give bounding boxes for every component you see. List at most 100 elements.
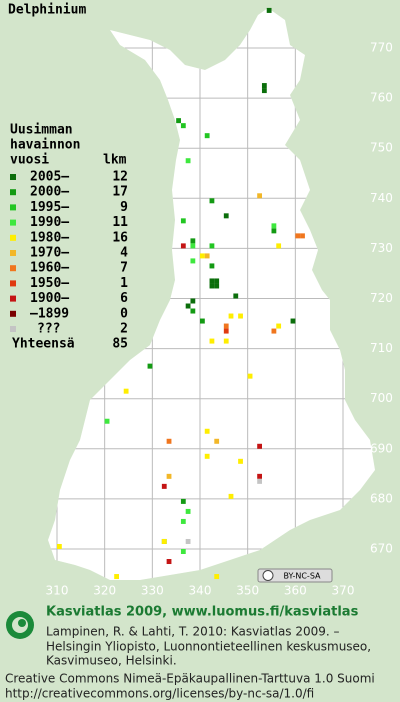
x-tick-label: 350 <box>236 584 259 598</box>
legend-count: 2 <box>120 322 128 337</box>
observation-square <box>180 243 186 249</box>
observation-square <box>166 473 172 479</box>
legend-swatch <box>10 234 16 241</box>
observation-square <box>166 438 172 444</box>
legend-label: 2000– <box>30 185 69 200</box>
legend-count: 17 <box>112 185 128 200</box>
observation-square <box>190 238 196 244</box>
y-tick-label: 720 <box>370 291 393 305</box>
x-tick-label: 330 <box>141 584 164 598</box>
observation-square <box>180 123 186 129</box>
legend-swatch <box>10 219 16 226</box>
observation-square <box>228 313 234 319</box>
observation-square <box>166 559 172 565</box>
observation-square <box>266 7 272 13</box>
observation-square <box>123 388 129 394</box>
observation-square <box>300 233 305 239</box>
observation-square <box>114 574 119 580</box>
legend-swatch <box>10 174 16 180</box>
observation-square <box>276 243 282 249</box>
legend-label: 1995– <box>30 200 69 215</box>
legend-label: 1900– <box>30 291 69 306</box>
observation-square <box>223 338 229 344</box>
y-tick-label: 740 <box>370 191 393 205</box>
legend-count: 12 <box>112 170 128 185</box>
legend-label: 1950– <box>30 276 69 291</box>
license-url: http://creativecommons.org/licenses/by-n… <box>5 687 314 701</box>
legend-count-heading: lkm <box>103 153 127 168</box>
observation-square <box>185 508 191 514</box>
observation-square <box>238 458 243 464</box>
legend-label: 1970– <box>30 246 69 261</box>
observation-square <box>261 83 267 89</box>
observation-square <box>223 328 229 334</box>
legend-total-label: Yhteensä <box>12 337 75 352</box>
observation-square <box>161 483 167 489</box>
observation-square <box>290 318 296 324</box>
observation-square <box>271 328 277 334</box>
finland-outline <box>48 8 375 580</box>
map-title: Delphinium <box>8 3 86 18</box>
license: Creative Commons Nimeä-Epäkaupallinen-Ta… <box>5 672 375 686</box>
observation-square <box>104 418 110 424</box>
observation-square <box>180 218 186 224</box>
observation-square <box>57 543 62 549</box>
legend-count: 7 <box>120 261 128 276</box>
observation-square <box>204 428 210 434</box>
legend-heading: havainnon <box>10 138 80 153</box>
observation-square <box>214 278 220 284</box>
observation-square <box>257 193 262 199</box>
legend-label: –1899 <box>30 306 69 321</box>
legend-count: 6 <box>120 291 128 306</box>
observation-square <box>233 293 239 299</box>
legend-count: 4 <box>120 246 128 261</box>
legend-swatch <box>10 326 16 332</box>
observation-square <box>295 233 301 239</box>
legend-count: 0 <box>120 306 128 321</box>
observation-square <box>209 243 215 249</box>
legend-count: 1 <box>120 276 128 291</box>
x-tick-label: 370 <box>332 584 355 598</box>
y-tick-label: 770 <box>370 41 393 55</box>
observation-square <box>200 253 205 259</box>
observation-square <box>185 158 191 164</box>
x-tick-label: 310 <box>46 584 69 598</box>
y-tick-label: 710 <box>370 341 393 355</box>
observation-square <box>209 263 215 269</box>
legend-swatch <box>10 295 16 302</box>
legend-heading: Uusimman <box>10 123 73 138</box>
y-tick-label: 680 <box>370 491 393 505</box>
observation-square <box>257 473 262 479</box>
y-tick-label: 690 <box>370 441 393 455</box>
citation: Kasvimuseo, Helsinki. <box>46 654 177 668</box>
citation: Helsingin Yliopisto, Luonnontieteellinen… <box>46 640 371 654</box>
observation-square <box>223 323 229 329</box>
legend-swatch <box>10 265 16 272</box>
y-tick-label: 760 <box>370 91 393 105</box>
legend-label: 1960– <box>30 261 69 276</box>
x-tick-label: 360 <box>284 584 307 598</box>
observation-square <box>176 118 181 124</box>
observation-square <box>223 213 229 219</box>
y-tick-label: 750 <box>370 141 393 155</box>
observation-square <box>261 88 267 94</box>
observation-square <box>190 308 196 314</box>
observation-square <box>185 538 191 544</box>
x-tick-label: 340 <box>189 584 212 598</box>
cc-badge <box>257 568 333 583</box>
y-tick-label: 700 <box>370 391 393 405</box>
observation-square <box>271 228 277 234</box>
observation-square <box>228 493 234 499</box>
observation-square <box>271 223 277 229</box>
legend-label: ??? <box>37 322 60 337</box>
observation-square <box>238 313 243 319</box>
footer-heading: Kasviatlas 2009, www.luomus.fi/kasviatla… <box>46 605 359 620</box>
legend-count: 9 <box>120 200 128 215</box>
legend-label: 2005– <box>30 170 69 185</box>
observation-square <box>190 298 196 304</box>
legend-swatch <box>10 310 16 317</box>
observation-square <box>190 258 196 264</box>
y-tick-label: 730 <box>370 241 393 255</box>
legend-swatch <box>10 204 16 211</box>
